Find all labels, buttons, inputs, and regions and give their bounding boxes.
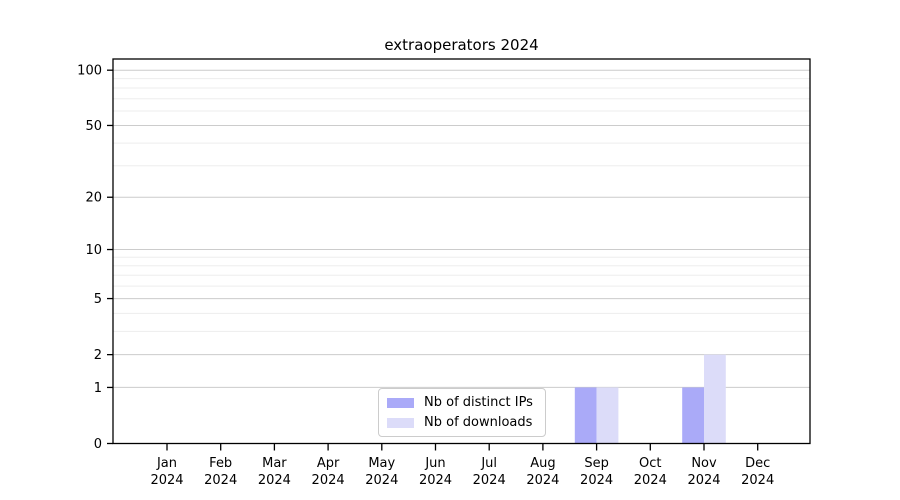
y-tick-label: 10 bbox=[85, 243, 102, 258]
y-tick-label: 2 bbox=[94, 348, 102, 363]
y-tick-label: 5 bbox=[94, 292, 102, 307]
x-tick-label-year: 2024 bbox=[526, 473, 559, 488]
x-tick-label-year: 2024 bbox=[365, 473, 398, 488]
x-tick-label-year: 2024 bbox=[312, 473, 345, 488]
x-tick-label-year: 2024 bbox=[473, 473, 506, 488]
legend-swatch-distinct-ips bbox=[387, 397, 414, 408]
y-tick-label: 100 bbox=[77, 64, 102, 79]
x-tick-label-month: Jan bbox=[156, 456, 177, 471]
x-tick-label-year: 2024 bbox=[741, 473, 774, 488]
x-tick-label-month: Feb bbox=[209, 456, 232, 471]
x-tick-label-year: 2024 bbox=[204, 473, 237, 488]
x-tick-label-month: Dec bbox=[745, 456, 770, 471]
x-tick-label-month: Oct bbox=[639, 456, 661, 471]
y-tick-label: 50 bbox=[85, 119, 102, 134]
bar-nov-distinct-ips bbox=[682, 387, 704, 444]
bar-sep-downloads bbox=[596, 387, 619, 444]
x-tick-label-month: Jun bbox=[424, 456, 445, 471]
x-tick-label-month: Mar bbox=[262, 456, 287, 471]
x-tick-label-year: 2024 bbox=[687, 473, 720, 488]
axes-spines bbox=[112, 58, 811, 445]
x-tick-label-month: Nov bbox=[691, 456, 717, 471]
bar-nov-downloads bbox=[704, 354, 726, 444]
x-tick-label-month: May bbox=[368, 456, 395, 471]
legend-label-downloads: Nb of downloads bbox=[424, 415, 533, 430]
y-tick-label: 0 bbox=[94, 437, 102, 452]
legend-item-distinct-ips: Nb of distinct IPs bbox=[387, 395, 537, 410]
legend-swatch-downloads bbox=[387, 417, 414, 428]
x-tick-label-month: Jul bbox=[480, 456, 497, 471]
y-tick-label: 1 bbox=[94, 381, 102, 396]
x-tick-label-month: Apr bbox=[317, 456, 340, 471]
legend: Nb of distinct IPs Nb of downloads bbox=[378, 388, 546, 437]
legend-item-downloads: Nb of downloads bbox=[387, 415, 537, 430]
x-tick-label-month: Aug bbox=[530, 456, 555, 471]
legend-label-distinct-ips: Nb of distinct IPs bbox=[424, 395, 533, 410]
y-tick-label: 20 bbox=[85, 191, 102, 206]
x-tick-label-year: 2024 bbox=[258, 473, 291, 488]
bar-sep-distinct-ips bbox=[574, 387, 597, 444]
x-tick-label-year: 2024 bbox=[634, 473, 667, 488]
x-tick-label-year: 2024 bbox=[580, 473, 613, 488]
chart-title: extraoperators 2024 bbox=[384, 36, 539, 54]
x-tick-label-year: 2024 bbox=[150, 473, 183, 488]
x-tick-label-month: Sep bbox=[584, 456, 609, 471]
x-tick-label-year: 2024 bbox=[419, 473, 452, 488]
